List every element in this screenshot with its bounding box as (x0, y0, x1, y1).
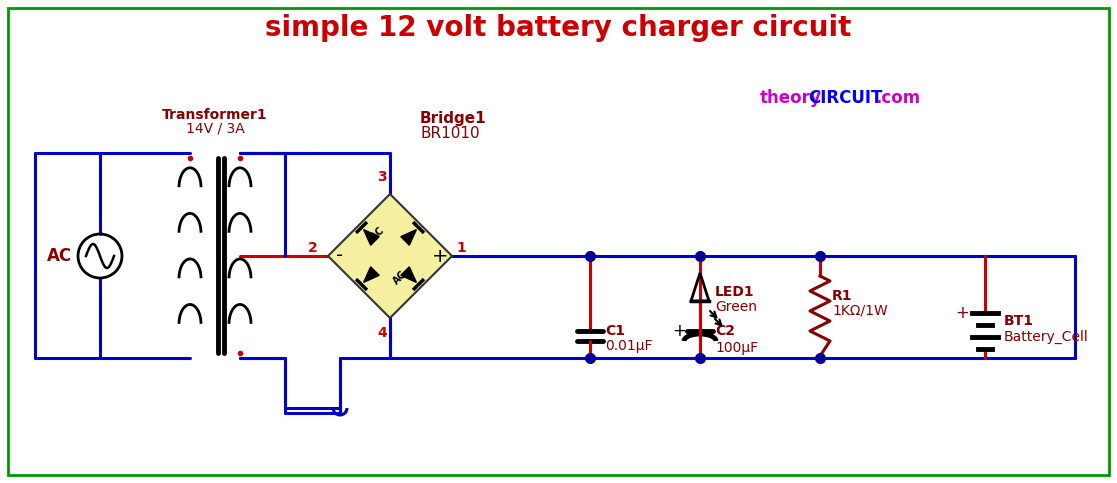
Text: C1: C1 (605, 324, 626, 338)
Text: Green: Green (715, 300, 757, 314)
Text: 3: 3 (378, 170, 386, 184)
Text: simple 12 volt battery charger circuit: simple 12 volt battery charger circuit (265, 14, 851, 42)
Text: 14V / 3A: 14V / 3A (185, 122, 245, 136)
Text: Bridge1: Bridge1 (420, 111, 487, 126)
Text: Transformer1: Transformer1 (162, 108, 268, 122)
Text: AC: AC (47, 247, 73, 265)
Text: CIRCUIT: CIRCUIT (808, 89, 882, 107)
FancyBboxPatch shape (8, 8, 1109, 475)
Text: +: + (672, 322, 686, 340)
Text: AC: AC (370, 225, 386, 243)
Text: .com: .com (875, 89, 920, 107)
Text: R1: R1 (832, 289, 852, 303)
Text: Battery_Cell: Battery_Cell (1004, 330, 1089, 344)
Text: +: + (955, 304, 968, 322)
Polygon shape (401, 229, 417, 245)
Polygon shape (401, 267, 417, 283)
Text: 2: 2 (308, 241, 318, 255)
Text: 100μF: 100μF (715, 341, 758, 355)
Text: 0.01μF: 0.01μF (605, 339, 652, 353)
Polygon shape (328, 194, 452, 318)
Text: BR1010: BR1010 (420, 126, 479, 141)
Text: LED1: LED1 (715, 285, 755, 299)
Polygon shape (364, 267, 379, 283)
Text: +: + (432, 246, 448, 266)
Polygon shape (364, 229, 379, 245)
Text: -: - (336, 246, 344, 266)
Text: C2: C2 (715, 324, 735, 338)
Text: theory: theory (760, 89, 822, 107)
Text: 1KΩ/1W: 1KΩ/1W (832, 304, 888, 318)
Text: 1: 1 (456, 241, 466, 255)
Text: 4: 4 (378, 326, 386, 340)
Text: BT1: BT1 (1004, 314, 1034, 328)
Text: AC: AC (391, 269, 409, 287)
